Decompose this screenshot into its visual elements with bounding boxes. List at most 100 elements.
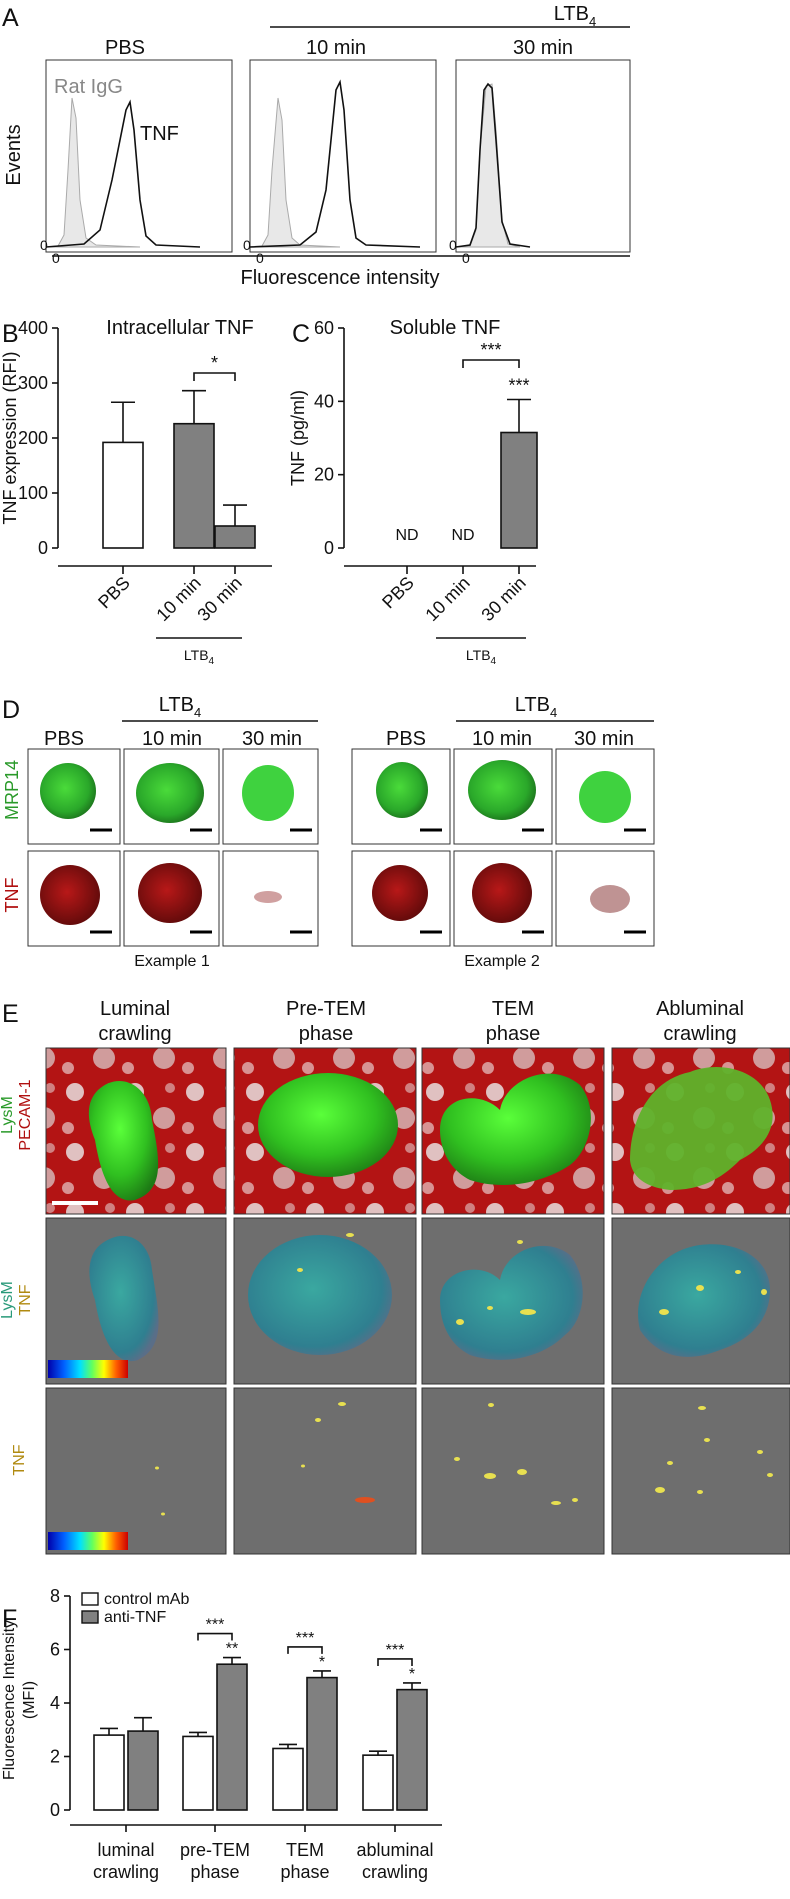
a-treatment-header: LTB4 xyxy=(554,3,596,29)
significance-star: *** xyxy=(206,1617,225,1634)
legend-swatch xyxy=(81,1592,99,1606)
bar-0-1 xyxy=(182,1735,214,1811)
d1-col-30min: 30 min xyxy=(242,728,302,750)
bar-2 xyxy=(500,431,538,549)
y-tick-label: 100 xyxy=(18,483,48,503)
y-tick-label: 60 xyxy=(314,318,334,338)
e-column-headers: Luminal crawling Pre-TEM phase TEM phase… xyxy=(98,998,744,1045)
bar-0-2 xyxy=(272,1747,304,1811)
bar-0-3 xyxy=(362,1754,394,1811)
e-row3-images xyxy=(45,1387,790,1555)
hist-pbs-isotype xyxy=(45,97,141,248)
y-axis-label: Fluorescence Intensity xyxy=(1,1620,18,1780)
svg-text:0: 0 xyxy=(462,250,470,266)
significance-star: *** xyxy=(296,1630,315,1647)
d-example-2: Example 2 xyxy=(464,953,540,970)
bar-star: *** xyxy=(508,376,529,396)
x-tick-label: pre-TEM xyxy=(180,1840,250,1860)
d2-col-30min: 30 min xyxy=(574,728,634,750)
svg-text:Abluminal: Abluminal xyxy=(656,998,744,1020)
svg-text:phase: phase xyxy=(299,1023,354,1045)
panel-label-f: F xyxy=(2,1605,17,1633)
x-tick-label: 30 min xyxy=(477,573,529,625)
y-tick-label: 0 xyxy=(50,1800,60,1820)
svg-text:0: 0 xyxy=(52,250,60,266)
bar-1-3 xyxy=(396,1688,428,1811)
x-tick-label: 10 min xyxy=(421,573,473,625)
panel-label-c: C xyxy=(292,320,310,348)
y-tick-label: 6 xyxy=(50,1640,60,1660)
d2-tiles xyxy=(351,748,655,947)
d2-col-10min: 10 min xyxy=(472,728,532,750)
y-tick-label: 2 xyxy=(50,1747,60,1767)
d1-col-10min: 10 min xyxy=(142,728,202,750)
a-xlabel: Fluorescence intensity xyxy=(241,267,440,289)
significance-star: * xyxy=(211,353,218,373)
x-tick-label: phase xyxy=(190,1862,239,1882)
value-label: ND xyxy=(451,527,474,544)
legend-swatch xyxy=(81,1610,99,1624)
panel-label-e: E xyxy=(2,1000,19,1028)
x-tick-label: crawling xyxy=(362,1862,428,1882)
hist-30min-tnf xyxy=(455,82,531,248)
svg-text:crawling: crawling xyxy=(663,1023,736,1045)
x-tick-label: crawling xyxy=(93,1862,159,1882)
y-axis-label: TNF (pg/ml) xyxy=(288,390,308,486)
significance-bracket xyxy=(462,359,520,368)
significance-star: *** xyxy=(480,340,501,360)
legend-rat-igg: Rat IgG xyxy=(54,76,123,98)
svg-text:phase: phase xyxy=(486,1023,541,1045)
x-tick-label: 30 min xyxy=(193,573,245,625)
bar-1-2 xyxy=(306,1676,338,1811)
d-row-mrp14: MRP14 xyxy=(2,760,22,820)
e-row1-images xyxy=(45,1047,790,1215)
y-tick-label: 200 xyxy=(18,428,48,448)
bar-star: * xyxy=(319,1654,325,1671)
svg-text:0: 0 xyxy=(256,250,264,266)
group-label: LTB4 xyxy=(466,647,497,667)
chart-title: Intracellular TNF xyxy=(106,317,253,339)
chart-soluble-tnf: 0 20 40 60 TNF (pg/ml) Soluble TNF ND PBS ND 10 m… xyxy=(288,317,538,667)
bar-0-0 xyxy=(93,1734,125,1811)
hist-10min-tnf xyxy=(249,79,421,248)
d-example-1: Example 1 xyxy=(134,953,210,970)
svg-text:Pre-TEM: Pre-TEM xyxy=(286,998,366,1020)
significance-bracket xyxy=(287,1646,323,1654)
svg-text:0: 0 xyxy=(40,237,48,253)
svg-text:TEM: TEM xyxy=(492,998,534,1020)
chart-title: Soluble TNF xyxy=(390,317,501,339)
y-tick-label: 400 xyxy=(18,318,48,338)
a-col-30min: 30 min xyxy=(513,37,573,59)
legend-label: anti-TNF xyxy=(104,1609,166,1626)
legend-tnf: TNF xyxy=(140,123,179,145)
d2-col-pbs: PBS xyxy=(386,728,426,750)
x-tick-label: 10 min xyxy=(152,573,204,625)
hist-10min-isotype xyxy=(249,97,341,248)
a-col-10min: 10 min xyxy=(306,37,366,59)
svg-text:0: 0 xyxy=(449,237,457,253)
d1-tiles xyxy=(27,748,319,947)
bar-star: * xyxy=(409,1666,415,1683)
y-tick-label: 20 xyxy=(314,465,334,485)
bar-2 xyxy=(214,525,256,549)
e-row3-tnf: TNF xyxy=(11,1444,28,1475)
panel-label-b: B xyxy=(2,320,19,348)
x-tick-label: PBS xyxy=(94,573,134,613)
y-tick-label: 0 xyxy=(324,538,334,558)
group-label: LTB4 xyxy=(184,647,215,667)
significance-bracket xyxy=(377,1658,413,1666)
a-ylabel: Events xyxy=(3,124,25,185)
bar-star: ** xyxy=(226,1641,238,1658)
hist-pbs-tnf xyxy=(45,99,201,248)
significance-bracket xyxy=(197,1632,233,1641)
x-tick-label: TEM xyxy=(286,1840,324,1860)
x-tick-label: phase xyxy=(280,1862,329,1882)
y-axis-label-unit: (MFI) xyxy=(21,1681,38,1719)
y-axis-label: TNF expression (RFI) xyxy=(0,351,20,524)
x-tick-label: PBS xyxy=(378,573,418,613)
e-row1-lysm: LysM xyxy=(0,1096,16,1134)
e-row2-images xyxy=(45,1217,790,1385)
e-colorbar-2 xyxy=(48,1532,128,1550)
y-tick-label: 4 xyxy=(50,1693,60,1713)
